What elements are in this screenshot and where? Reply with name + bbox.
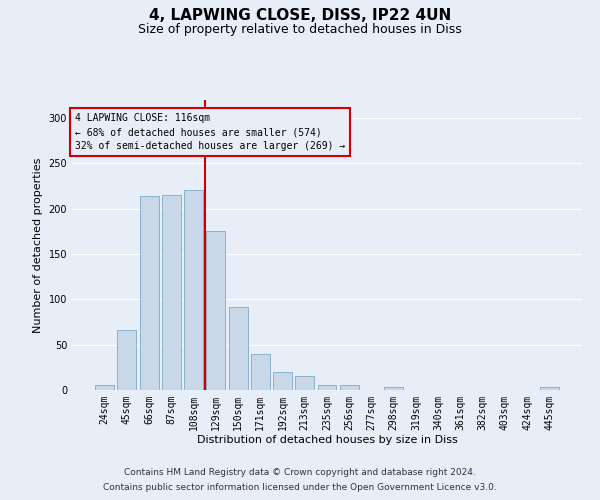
Bar <box>140 196 158 390</box>
Bar <box>206 232 225 390</box>
Bar <box>162 195 181 390</box>
Text: 4, LAPWING CLOSE, DISS, IP22 4UN: 4, LAPWING CLOSE, DISS, IP22 4UN <box>149 8 451 22</box>
Bar <box>251 354 270 390</box>
Bar <box>118 330 136 390</box>
Bar <box>540 388 559 390</box>
Bar <box>273 372 292 390</box>
Bar <box>295 376 314 390</box>
Bar <box>384 388 403 390</box>
Bar <box>229 306 248 390</box>
Bar <box>317 384 337 390</box>
Bar <box>95 386 114 390</box>
Bar <box>340 386 359 390</box>
Text: Contains HM Land Registry data © Crown copyright and database right 2024.: Contains HM Land Registry data © Crown c… <box>124 468 476 477</box>
Bar <box>184 190 203 390</box>
Text: Distribution of detached houses by size in Diss: Distribution of detached houses by size … <box>197 435 457 445</box>
Text: Contains public sector information licensed under the Open Government Licence v3: Contains public sector information licen… <box>103 483 497 492</box>
Text: 4 LAPWING CLOSE: 116sqm
← 68% of detached houses are smaller (574)
32% of semi-d: 4 LAPWING CLOSE: 116sqm ← 68% of detache… <box>74 113 345 151</box>
Y-axis label: Number of detached properties: Number of detached properties <box>33 158 43 332</box>
Text: Size of property relative to detached houses in Diss: Size of property relative to detached ho… <box>138 22 462 36</box>
